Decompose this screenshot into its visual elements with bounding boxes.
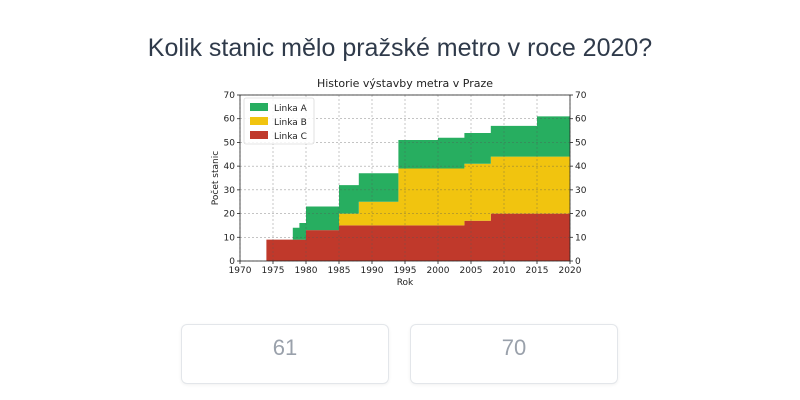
x-tick-label: 1985 bbox=[328, 266, 351, 276]
y-tick-label-right: 10 bbox=[575, 233, 587, 243]
question-title: Kolik stanic mělo pražské metro v roce 2… bbox=[147, 34, 653, 62]
x-tick-label: 2015 bbox=[526, 266, 549, 276]
y-tick-label-left: 50 bbox=[224, 138, 236, 148]
chart-title: Historie výstavby metra v Praze bbox=[317, 77, 493, 90]
construction-history-chart: Historie výstavby metra v Praze 1970 1975 1… bbox=[205, 72, 595, 302]
y-tick-label-right: 50 bbox=[575, 138, 587, 148]
y-tick-label-left: 70 bbox=[224, 91, 236, 101]
x-tick-label: 2000 bbox=[427, 266, 450, 276]
y-axis-label: Počet stanic bbox=[210, 151, 221, 205]
legend-swatch bbox=[250, 117, 268, 125]
chart-svg: Historie výstavby metra v Praze 1970 1975 1… bbox=[210, 77, 587, 288]
legend-label: Linka A bbox=[274, 104, 308, 114]
x-tick-label: 2010 bbox=[493, 266, 516, 276]
x-tick-label: 2020 bbox=[559, 266, 582, 276]
legend-label: Linka C bbox=[274, 132, 307, 142]
y-tick-label-left: 10 bbox=[224, 233, 236, 243]
x-tick-label: 1995 bbox=[394, 266, 417, 276]
y-tick-label-left: 0 bbox=[229, 257, 235, 267]
x-tick-label: 1990 bbox=[361, 266, 384, 276]
legend-swatch bbox=[250, 131, 268, 139]
legend-swatch bbox=[250, 103, 268, 111]
y-tick-label-right: 30 bbox=[575, 186, 587, 196]
area-linka-a bbox=[259, 116, 570, 261]
answer-option-1[interactable]: 61 bbox=[181, 324, 389, 384]
y-tick-label-right: 70 bbox=[575, 91, 587, 101]
y-tick-label-right: 40 bbox=[575, 162, 587, 172]
y-tick-label-left: 30 bbox=[224, 186, 236, 196]
legend-label: Linka B bbox=[274, 118, 307, 128]
x-tick-label: 1975 bbox=[262, 266, 285, 276]
y-tick-label-right: 20 bbox=[575, 210, 587, 220]
y-tick-label-right: 0 bbox=[575, 257, 581, 267]
x-tick-label: 2005 bbox=[460, 266, 483, 276]
y-tick-label-left: 60 bbox=[224, 115, 236, 125]
area-linka-b bbox=[259, 156, 570, 261]
area-linka-c bbox=[259, 213, 570, 261]
y-tick-label-right: 60 bbox=[575, 115, 587, 125]
y-tick-label-left: 40 bbox=[224, 162, 236, 172]
x-tick-label: 1980 bbox=[295, 266, 318, 276]
x-tick-label: 1970 bbox=[229, 266, 252, 276]
y-tick-label-left: 20 bbox=[224, 210, 236, 220]
x-axis-label: Rok bbox=[397, 278, 414, 288]
answer-option-2[interactable]: 70 bbox=[410, 324, 618, 384]
